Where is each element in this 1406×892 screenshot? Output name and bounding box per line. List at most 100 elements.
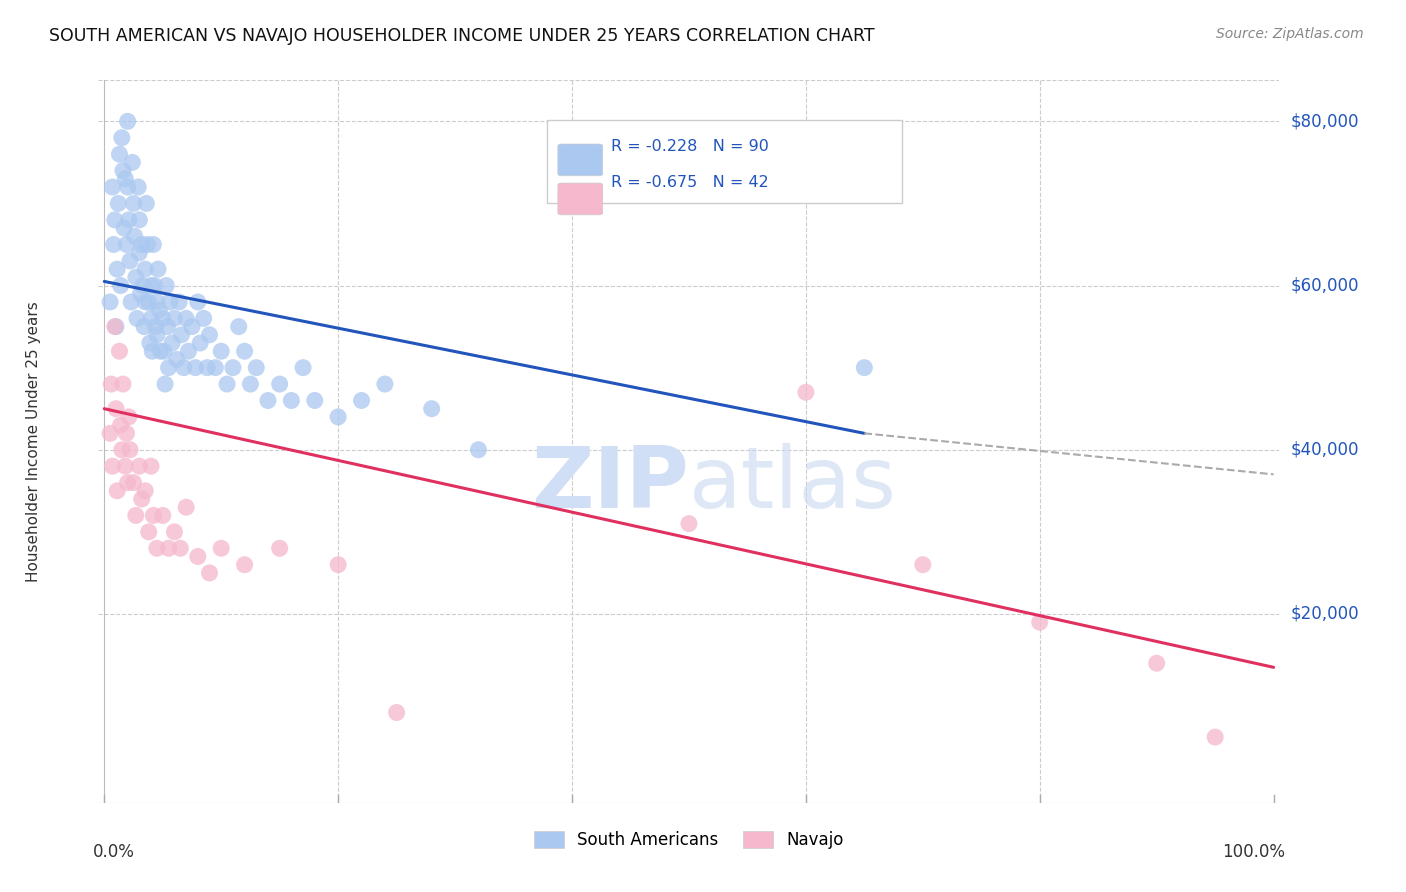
Point [134, 295, 156, 310]
Point [269, 541, 291, 556]
Point [169, 541, 191, 556]
Point [135, 196, 157, 211]
Point [167, 295, 190, 310]
Point [122, 196, 145, 211]
Point [280, 393, 302, 408]
Point [678, 516, 700, 531]
Text: ZIP: ZIP [531, 443, 689, 526]
Point [98, 426, 121, 441]
Point [131, 237, 153, 252]
Point [163, 311, 186, 326]
Point [853, 360, 876, 375]
Point [112, 221, 135, 235]
Point [177, 344, 200, 359]
Point [1146, 657, 1168, 671]
Point [326, 558, 349, 572]
Point [142, 508, 165, 523]
Point [157, 541, 180, 556]
Point [136, 237, 159, 252]
Point [115, 426, 138, 441]
Point [257, 393, 280, 408]
Point [188, 336, 211, 351]
Point [146, 262, 169, 277]
Point [174, 500, 197, 515]
Point [125, 508, 148, 523]
Point [146, 295, 169, 310]
Point [166, 352, 188, 367]
Point [117, 475, 139, 490]
Text: Source: ZipAtlas.com: Source: ZipAtlas.com [1216, 27, 1364, 41]
FancyBboxPatch shape [558, 183, 603, 215]
Point [215, 377, 238, 392]
Point [138, 524, 160, 539]
Point [152, 508, 174, 523]
Point [132, 319, 155, 334]
Point [134, 483, 156, 498]
Point [115, 237, 138, 252]
Text: $80,000: $80,000 [1291, 112, 1360, 130]
Point [160, 336, 183, 351]
Point [131, 491, 153, 506]
Point [104, 212, 127, 227]
Point [127, 180, 149, 194]
Point [118, 442, 141, 457]
Point [108, 344, 131, 359]
Text: 0.0%: 0.0% [93, 843, 135, 861]
Point [124, 229, 146, 244]
Point [110, 278, 132, 293]
Point [170, 327, 193, 342]
Point [98, 295, 121, 310]
Legend: South Americans, Navajo: South Americans, Navajo [527, 824, 851, 856]
Point [134, 262, 156, 277]
Point [195, 360, 218, 375]
Point [304, 393, 326, 408]
Point [163, 524, 186, 539]
Point [209, 541, 232, 556]
Point [204, 360, 226, 375]
Text: SOUTH AMERICAN VS NAVAJO HOUSEHOLDER INCOME UNDER 25 YEARS CORRELATION CHART: SOUTH AMERICAN VS NAVAJO HOUSEHOLDER INC… [49, 27, 875, 45]
Point [1204, 730, 1226, 744]
Point [269, 377, 291, 392]
Text: $40,000: $40,000 [1291, 441, 1360, 458]
Point [138, 295, 160, 310]
Point [149, 344, 172, 359]
Point [111, 377, 134, 392]
Point [120, 295, 142, 310]
Text: 100.0%: 100.0% [1222, 843, 1285, 861]
Point [118, 212, 141, 227]
Point [125, 311, 148, 326]
Point [117, 180, 139, 194]
Point [198, 566, 221, 580]
Text: R = -0.228   N = 90: R = -0.228 N = 90 [612, 139, 769, 154]
Point [129, 286, 152, 301]
Point [467, 442, 489, 457]
Point [121, 155, 143, 169]
Point [794, 385, 817, 400]
Point [292, 360, 315, 375]
Point [143, 278, 166, 293]
Point [111, 130, 134, 145]
Point [198, 327, 221, 342]
Text: $20,000: $20,000 [1291, 605, 1360, 623]
Point [122, 475, 145, 490]
Point [326, 409, 349, 424]
Point [104, 401, 127, 416]
Point [107, 196, 129, 211]
Point [193, 311, 215, 326]
Point [117, 114, 139, 128]
Point [139, 336, 162, 351]
Point [114, 171, 136, 186]
Point [111, 442, 134, 457]
Point [187, 295, 209, 310]
Point [420, 401, 443, 416]
Point [184, 360, 207, 375]
Point [209, 344, 232, 359]
Point [128, 245, 150, 260]
Point [374, 377, 396, 392]
FancyBboxPatch shape [558, 144, 603, 176]
Point [159, 295, 181, 310]
Point [187, 549, 209, 564]
Point [132, 278, 155, 293]
Point [148, 303, 170, 318]
Point [110, 418, 132, 433]
